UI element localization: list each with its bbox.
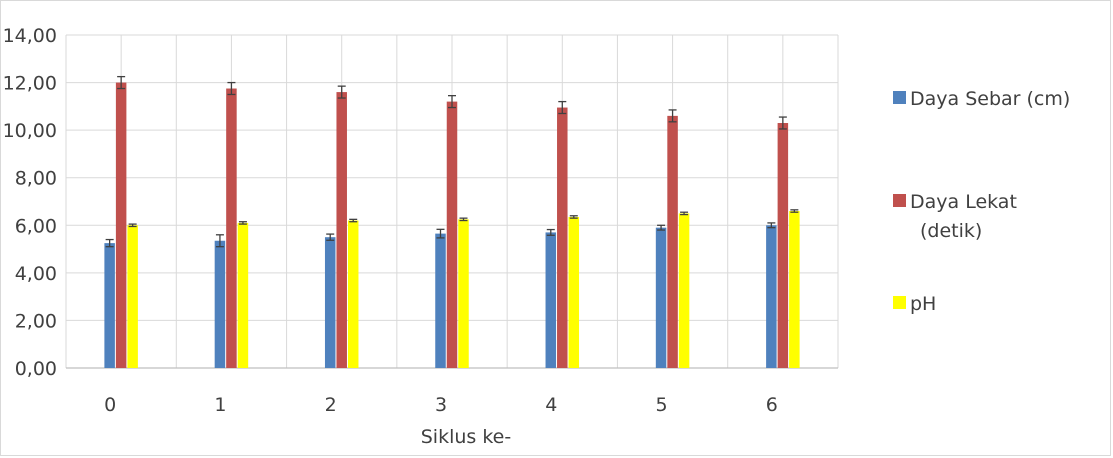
x-tick-label: 1 [214, 394, 226, 416]
bar-2 [226, 88, 237, 369]
bar-1 [324, 237, 336, 368]
bar-3 [127, 225, 138, 368]
bar-1 [655, 227, 667, 368]
bar-3 [458, 219, 469, 368]
legend-swatch [893, 91, 906, 104]
y-tick-label: 10,00 [3, 120, 57, 142]
legend-label: Daya Sebar (cm) [910, 88, 1070, 110]
legend-swatch [893, 296, 906, 309]
x-tick-label: 3 [435, 394, 447, 416]
y-tick-label: 8,00 [15, 168, 57, 190]
y-tick-label: 2,00 [15, 310, 57, 332]
bar-2 [446, 101, 458, 368]
x-tick-label: 6 [766, 394, 778, 416]
bar-3 [678, 213, 690, 368]
x-tick-label: 5 [656, 394, 668, 416]
x-axis-title: Siklus ke- [421, 426, 511, 448]
bar-1 [214, 240, 226, 368]
legend-label: Daya Lekat (detik) [910, 191, 1017, 242]
y-tick-label: 14,00 [3, 25, 57, 47]
bar-1 [104, 243, 115, 368]
x-tick-label: 4 [545, 394, 557, 416]
legend-label-line: Daya Sebar (cm) [910, 88, 1070, 110]
legend-swatch [893, 194, 906, 207]
bar-1 [545, 232, 557, 368]
bar-3 [789, 211, 800, 368]
bars-layer [104, 75, 800, 369]
bar-3 [347, 220, 359, 368]
bar-2 [115, 82, 127, 369]
legend-label-line: Daya Lekat [910, 191, 1017, 213]
x-tick-label: 0 [104, 394, 116, 416]
legend-label: pH [910, 293, 936, 315]
bar-2 [557, 107, 568, 369]
legend-layer: Daya Sebar (cm) Daya Lekat (detik) pH [893, 88, 1070, 315]
y-tick-label: 4,00 [15, 263, 57, 285]
y-tick-label: 12,00 [3, 73, 57, 95]
legend-label-line: (detik) [920, 220, 982, 242]
legend-label-line: pH [910, 293, 936, 315]
bar-2 [336, 92, 347, 368]
bar-3 [568, 216, 580, 368]
y-tick-label: 6,00 [15, 215, 57, 237]
bar-1 [766, 225, 777, 368]
bar-1 [435, 233, 446, 368]
bar-2 [667, 115, 678, 368]
y-tick-label: 0,00 [15, 358, 57, 380]
bar-3 [237, 222, 249, 368]
ticks-layer: 0,00 2,00 4,00 6,00 8,00 10,00 12,00 14,00 0 1 2 3 4… [3, 25, 778, 416]
x-tick-label: 2 [325, 394, 337, 416]
bar-2 [777, 123, 789, 368]
